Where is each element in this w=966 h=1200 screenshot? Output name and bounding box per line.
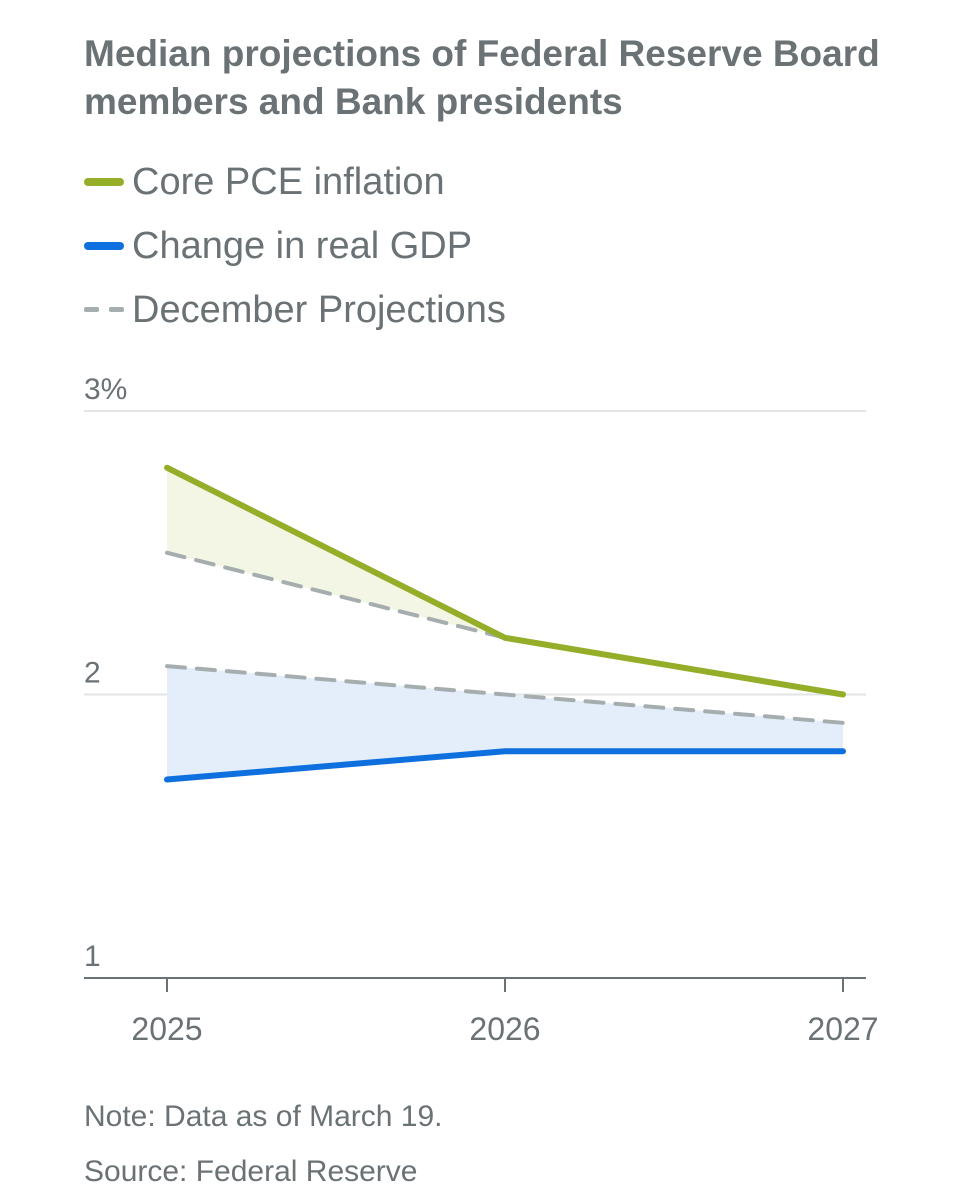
shade-band-core-pce: [167, 467, 843, 695]
legend-item-december: December Projections: [84, 278, 506, 342]
chart-note: Note: Data as of March 19.: [84, 1100, 443, 1133]
shade-band-real-gdp: [167, 666, 843, 780]
legend-item-core-pce: Core PCE inflation: [84, 150, 506, 214]
x-tick-label-2025: 2025: [131, 1011, 202, 1047]
x-tick-label-2026: 2026: [469, 1011, 540, 1047]
legend-label-december: December Projections: [132, 288, 506, 331]
legend-swatch-core-pce: [84, 178, 124, 186]
legend-swatch-real-gdp: [84, 242, 124, 250]
line-core-pce: [164, 464, 846, 698]
x-tick-label-2027: 2027: [807, 1011, 878, 1047]
legend-label-core-pce: Core PCE inflation: [132, 160, 445, 203]
y-tick-label-3: 3%: [84, 373, 127, 406]
line-chart: 1 2 3% 2025 2026 2027: [84, 373, 879, 1047]
legend: Core PCE inflation Change in real GDP De…: [84, 150, 506, 342]
legend-swatch-december: [84, 307, 124, 313]
y-tick-label-1: 1: [84, 940, 101, 973]
legend-item-real-gdp: Change in real GDP: [84, 214, 506, 278]
chart-title: Median projections of Federal Reserve Bo…: [84, 33, 880, 122]
chart-source: Source: Federal Reserve: [84, 1155, 418, 1188]
y-tick-label-2: 2: [84, 657, 101, 690]
legend-label-real-gdp: Change in real GDP: [132, 224, 473, 267]
